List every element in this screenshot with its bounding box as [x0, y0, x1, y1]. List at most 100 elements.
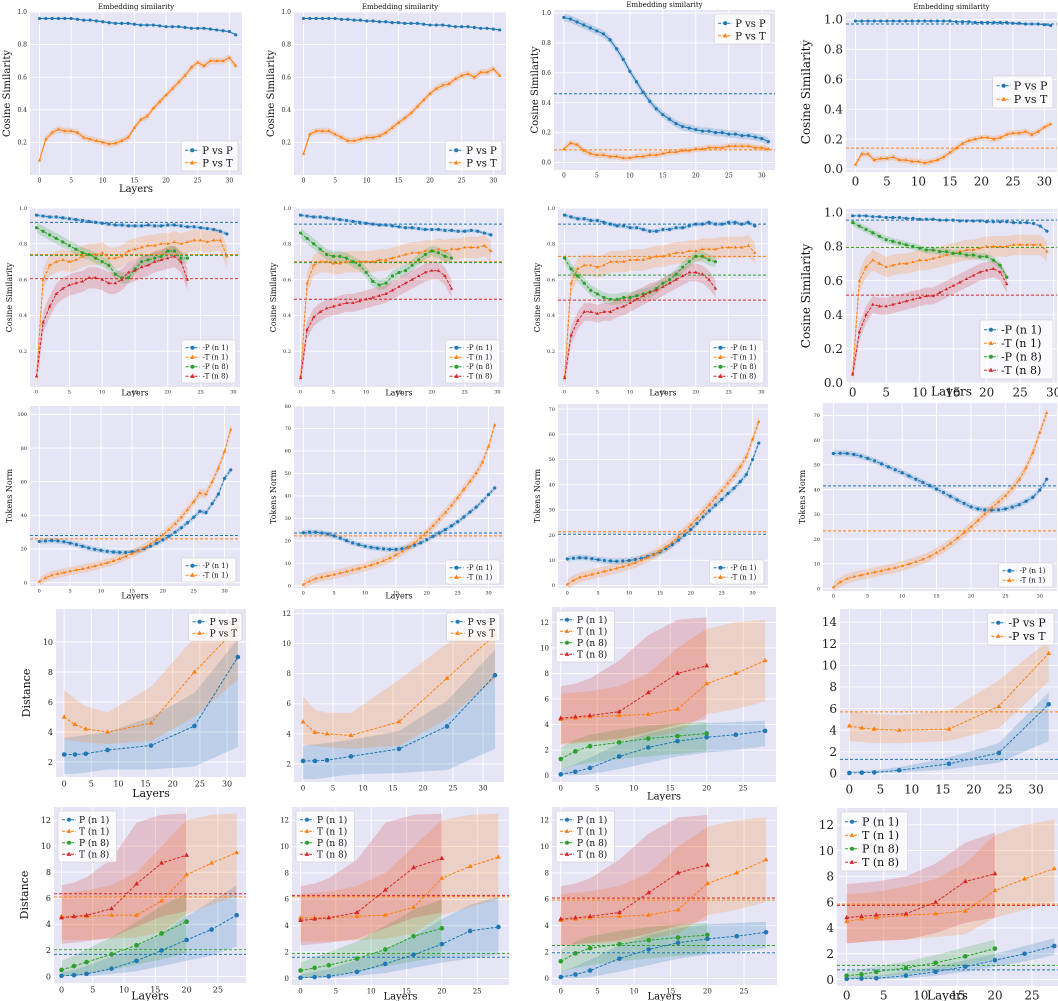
- data-point: [166, 241, 170, 245]
- x-tick-label: 0: [298, 988, 302, 996]
- data-point: [486, 492, 491, 497]
- data-point: [707, 129, 711, 133]
- data-point: [998, 135, 1002, 139]
- data-point: [582, 309, 586, 313]
- y-tick-label: 1.0: [283, 206, 291, 212]
- data-point: [654, 153, 658, 157]
- x-tick-label: 20: [181, 986, 191, 995]
- data-point: [726, 245, 731, 249]
- legend-label: -P (n 1): [1001, 324, 1042, 337]
- data-point: [371, 19, 375, 23]
- data-point: [94, 19, 99, 23]
- data-point: [757, 441, 761, 445]
- data-point: [1036, 129, 1040, 133]
- data-point: [411, 933, 416, 939]
- y-tick-label: 0.2: [824, 132, 843, 146]
- legend-label: P (n 1): [577, 815, 607, 826]
- data-point: [1017, 477, 1021, 481]
- data-point: [896, 727, 902, 732]
- x-tick-label: 15: [396, 390, 402, 396]
- data-point: [159, 860, 164, 865]
- data-point: [622, 224, 626, 228]
- data-point: [87, 546, 91, 550]
- data-point: [648, 290, 652, 294]
- series-line: [39, 429, 232, 583]
- data-point: [584, 573, 588, 578]
- chart-panel-r2c2: 0 5 10 15 20 25 300.20.40.60.81.0LayersCosine …: [269, 206, 504, 397]
- data-point: [615, 559, 619, 563]
- data-point: [946, 726, 952, 731]
- data-point: [750, 457, 755, 462]
- data-point: [931, 248, 935, 252]
- data-point: [641, 227, 645, 232]
- data-point: [449, 286, 454, 290]
- data-point: [384, 20, 388, 24]
- data-point: [198, 509, 202, 513]
- data-point: [1005, 20, 1009, 25]
- data-point: [897, 300, 902, 304]
- y-tick-label: 50: [285, 471, 291, 477]
- data-point: [573, 914, 578, 920]
- data-point: [444, 675, 450, 680]
- data-point: [396, 20, 401, 25]
- data-point: [1038, 430, 1042, 434]
- x-tick-label: 5: [331, 785, 335, 793]
- data-point: [621, 564, 625, 568]
- legend-label: -P (n 1): [1020, 567, 1046, 575]
- y-tick-label: 4: [829, 723, 837, 737]
- data-point: [608, 222, 613, 226]
- data-point: [153, 259, 157, 263]
- data-point: [439, 855, 445, 861]
- data-point: [1038, 224, 1042, 228]
- legend-marker: [718, 364, 723, 369]
- data-point: [996, 750, 1002, 756]
- data-point: [675, 935, 681, 940]
- data-point: [375, 561, 380, 565]
- data-point: [301, 16, 306, 21]
- legend-label: -T (n 1): [467, 354, 493, 362]
- legend: -P (n 1)-T (n 1): [709, 559, 765, 585]
- data-point: [84, 959, 89, 965]
- y-tick-label: 0.8: [17, 42, 27, 49]
- data-point: [576, 266, 580, 270]
- y-tick-label: 0.4: [824, 308, 843, 322]
- data-point: [700, 147, 705, 151]
- legend-label: P (n 1): [577, 615, 607, 626]
- data-point: [48, 215, 52, 219]
- data-point: [621, 156, 625, 160]
- data-point: [93, 275, 98, 279]
- x-tick-label: 10: [913, 989, 928, 1001]
- data-point: [406, 545, 410, 549]
- data-point: [676, 534, 681, 538]
- data-point: [326, 962, 332, 968]
- data-point: [363, 564, 367, 568]
- y-tick-label: 12: [822, 637, 837, 651]
- data-point: [562, 147, 566, 151]
- data-point: [897, 215, 902, 220]
- data-point: [384, 292, 388, 296]
- data-point: [916, 19, 921, 23]
- data-point: [101, 140, 105, 144]
- data-point: [377, 133, 382, 137]
- x-tick-label: 15: [946, 386, 961, 398]
- x-tick-label: 5: [334, 988, 338, 996]
- data-point: [962, 908, 968, 913]
- legend-marker: [1007, 577, 1012, 582]
- data-point: [172, 223, 176, 227]
- data-point: [661, 227, 665, 232]
- confidence-band: [560, 814, 708, 946]
- data-point: [938, 250, 942, 254]
- data-point: [733, 670, 739, 676]
- data-point: [933, 899, 939, 904]
- y-tick-label: 20: [549, 533, 555, 539]
- series-layer: [558, 213, 768, 387]
- data-point: [325, 306, 329, 310]
- data-point: [422, 98, 426, 102]
- data-point: [74, 281, 78, 285]
- data-point: [312, 758, 318, 764]
- data-point: [740, 144, 744, 148]
- data-point: [951, 283, 955, 287]
- y-tick-label: 1.0: [547, 206, 555, 212]
- data-point: [331, 254, 335, 258]
- x-tick-label: 20: [168, 780, 178, 789]
